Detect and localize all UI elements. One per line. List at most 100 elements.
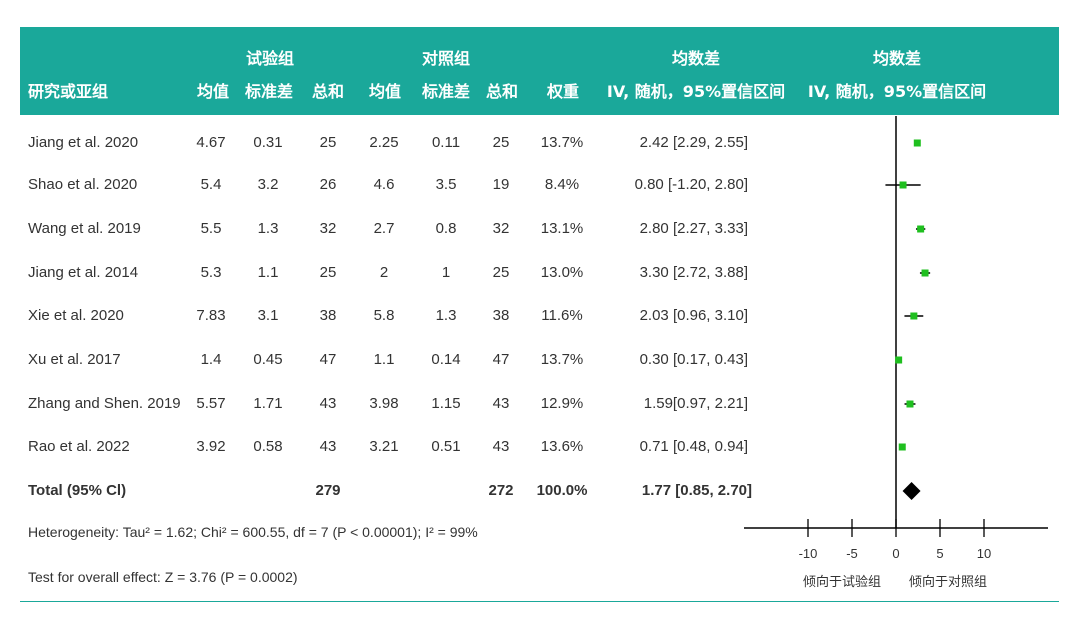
exp-total-cell: 25 [319, 134, 337, 151]
method-header: IV, 随机，95%置信区间 [606, 82, 786, 101]
exp-sd-cell: 0.31 [253, 134, 283, 151]
ctrl-total-cell: 43 [492, 395, 510, 412]
ctrl-total-cell: 19 [492, 176, 510, 193]
exp-mean-cell: 7.83 [196, 307, 226, 324]
exp-total-cell: 47 [319, 351, 337, 368]
exp-sd-cell: 1.71 [253, 395, 283, 412]
total-exp-total: 279 [315, 482, 341, 499]
ctrl-sd-cell: 0.11 [431, 134, 461, 151]
weight-cell: 11.6% [541, 307, 583, 324]
exp-sd-cell: 3.1 [257, 307, 279, 324]
plot-header: 均数差 [872, 49, 922, 68]
x-tick-label: -5 [846, 546, 858, 561]
weight-cell: 13.1% [540, 220, 584, 237]
exp-total-cell: 25 [319, 264, 337, 281]
ctrl-total-cell: 38 [492, 307, 510, 324]
effect-marker [913, 139, 921, 147]
ci-cell: 3.30 [2.72, 3.88] [639, 264, 748, 281]
exp-sd-header: 标准差 [244, 82, 294, 101]
ci-cell: 2.80 [2.27, 3.33] [639, 220, 748, 237]
effect-marker [910, 312, 918, 320]
mean-difference-header: 均数差 [671, 49, 721, 68]
ctrl-sd-cell: 1.15 [431, 395, 461, 412]
exp-sd-cell: 0.45 [253, 351, 283, 368]
exp-mean-cell: 5.3 [200, 264, 222, 281]
bottom-divider [20, 601, 1059, 602]
control-group-header: 对照组 [421, 49, 471, 68]
ctrl-mean-cell: 3.98 [369, 395, 399, 412]
study-name: Shao et al. 2020 [28, 176, 138, 193]
ctrl-sd-cell: 3.5 [435, 176, 457, 193]
exp-total-header: 总和 [311, 82, 345, 101]
ctrl-mean-cell: 1.1 [373, 351, 395, 368]
x-tick-label: 0 [892, 546, 899, 561]
weight-cell: 13.0% [540, 264, 584, 281]
exp-sd-cell: 3.2 [257, 176, 279, 193]
total-diamond [902, 482, 921, 500]
exp-sd-cell: 1.1 [257, 264, 279, 281]
exp-total-cell: 43 [319, 438, 337, 455]
ctrl-total-cell: 32 [492, 220, 510, 237]
effect-marker [899, 181, 907, 189]
exp-sd-cell: 0.58 [253, 438, 283, 455]
study-name: Zhang and Shen. 2019 [28, 395, 181, 412]
study-name: Wang et al. 2019 [28, 220, 141, 237]
effect-marker [906, 400, 914, 408]
exp-mean-cell: 5.5 [200, 220, 222, 237]
ctrl-total-cell: 43 [492, 438, 510, 455]
weight-cell: 13.7% [540, 351, 584, 368]
weight-header: 权重 [546, 82, 580, 101]
favours-control-label: 倾向于对照组 [909, 574, 987, 590]
x-tick-label: 5 [936, 546, 943, 561]
ctrl-total-cell: 25 [492, 264, 510, 281]
plot-method-header: IV, 随机，95%置信区间 [807, 82, 987, 101]
exp-total-cell: 32 [319, 220, 337, 237]
effect-marker [917, 225, 925, 233]
study-name: Jiang et al. 2014 [28, 264, 139, 281]
ctrl-mean-cell: 2 [379, 264, 389, 281]
table-header [20, 27, 1059, 115]
exp-mean-cell: 3.92 [196, 438, 226, 455]
x-tick-label: -10 [799, 546, 818, 561]
study-name: Jiang et al. 2020 [28, 134, 139, 151]
ctrl-sd-header: 标准差 [421, 82, 471, 101]
weight-cell: 12.9% [540, 395, 584, 412]
effect-marker [898, 443, 906, 451]
favours-experiment-label: 倾向于试验组 [803, 574, 881, 590]
exp-total-cell: 43 [319, 395, 337, 412]
exp-mean-cell: 5.4 [200, 176, 222, 193]
total-ctrl-total: 272 [488, 482, 514, 499]
exp-mean-cell: 1.4 [200, 351, 222, 368]
weight-cell: 13.7% [540, 134, 584, 151]
ctrl-mean-header: 均值 [368, 82, 402, 101]
ci-cell: 2.03 [0.96, 3.10] [639, 307, 748, 324]
ci-cell: 1.59[0.97, 2.21] [643, 395, 748, 412]
ci-cell: 0.71 [0.48, 0.94] [639, 438, 748, 455]
ci-cell: 0.80 [-1.20, 2.80] [634, 176, 748, 193]
weight-cell: 8.4% [544, 176, 580, 193]
exp-total-cell: 26 [319, 176, 337, 193]
effect-marker [895, 356, 903, 364]
study-column-header: 研究或亚组 [28, 82, 109, 101]
study-name: Rao et al. 2022 [28, 438, 130, 455]
weight-cell: 13.6% [540, 438, 584, 455]
effect-marker [921, 269, 929, 277]
total-weight: 100.0% [536, 482, 588, 499]
x-tick-label: 10 [977, 546, 991, 561]
study-name: Xie et al. 2020 [28, 307, 124, 324]
total-ci: 1.77 [0.85, 2.70] [641, 482, 752, 499]
ctrl-mean-cell: 3.21 [369, 438, 399, 455]
study-name: Xu et al. 2017 [28, 351, 121, 368]
ctrl-total-cell: 25 [492, 134, 510, 151]
ctrl-sd-cell: 0.14 [431, 351, 461, 368]
exp-mean-header: 均值 [196, 82, 230, 101]
exp-mean-cell: 4.67 [196, 134, 226, 151]
ctrl-mean-cell: 4.6 [373, 176, 395, 193]
ctrl-total-cell: 47 [492, 351, 510, 368]
total-label: Total (95% Cl) [28, 482, 127, 499]
ci-cell: 0.30 [0.17, 0.43] [639, 351, 748, 368]
ctrl-sd-cell: 0.51 [431, 438, 461, 455]
ctrl-sd-cell: 0.8 [435, 220, 457, 237]
ci-cell: 2.42 [2.29, 2.55] [639, 134, 748, 151]
